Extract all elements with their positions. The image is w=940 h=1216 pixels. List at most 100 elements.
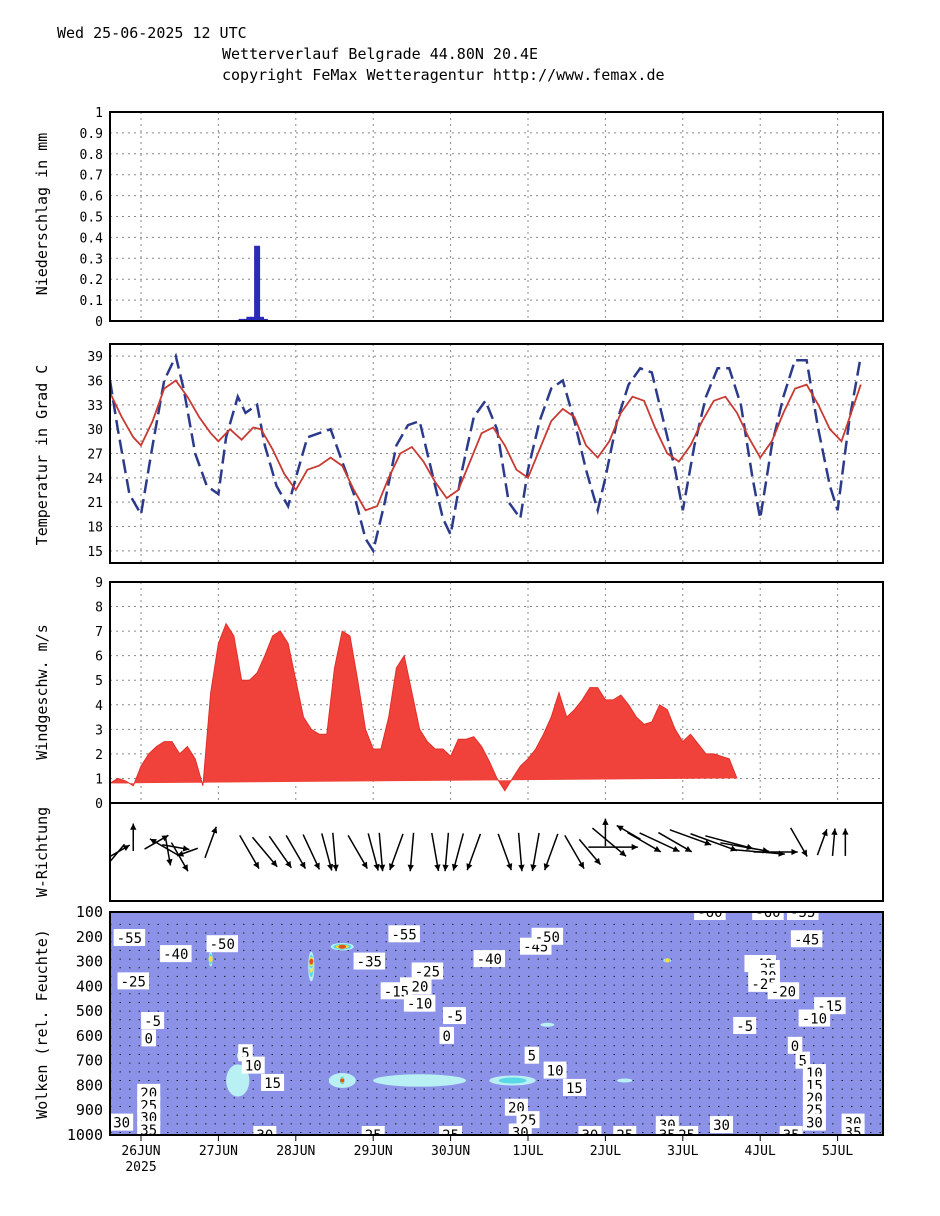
- y-tick-label: 0.3: [80, 252, 103, 267]
- x-tick-label: 2JUL: [590, 1144, 621, 1159]
- panel-frame: [109, 911, 884, 1136]
- y-tick-label: 39: [87, 350, 103, 365]
- wind-arrow-head: [130, 823, 137, 830]
- wind-arrow: [690, 833, 738, 852]
- wind-arrow-head: [434, 864, 441, 871]
- wind-arrow-head: [791, 848, 798, 856]
- wind-arrow-head: [299, 861, 306, 869]
- y-tick-label: 0.2: [80, 273, 103, 288]
- contour-label-bg: [261, 1073, 285, 1091]
- contour-label-bg: [675, 1126, 699, 1135]
- contour-label-bg: [562, 1078, 586, 1096]
- contour-label-bg: [403, 994, 436, 1012]
- precip-bar: [246, 316, 253, 321]
- precip-bar: [250, 316, 257, 321]
- contour-label-bg: [543, 1061, 567, 1079]
- y-tick-label: 0: [95, 315, 103, 330]
- wind-arrow-head: [373, 863, 380, 871]
- contour-label: -5: [144, 1014, 161, 1030]
- temp-mean-line: [110, 379, 862, 512]
- contour-label-bg: [137, 1121, 161, 1135]
- cloud-blob: [540, 1022, 555, 1027]
- contour-label-bg: [710, 1116, 733, 1134]
- contour-label: 0: [443, 1029, 451, 1045]
- contour-label-bg: [117, 972, 150, 990]
- contour-label: -5: [736, 1019, 753, 1035]
- wind-arrow-head: [616, 825, 624, 832]
- x-tick-label: 26JUN: [121, 1144, 160, 1159]
- contour-label: 25: [616, 1128, 633, 1144]
- wind-arrow-head: [211, 826, 218, 834]
- contour-label-bg: [802, 1113, 826, 1131]
- wind-arrow-head: [177, 850, 185, 857]
- contour-label-bg: [767, 982, 800, 1000]
- wind-arrow-head: [631, 843, 638, 851]
- wind-arrow-head: [442, 864, 449, 872]
- y-tick-label: 900: [76, 1101, 103, 1119]
- y-tick-label: 300: [76, 953, 103, 971]
- contour-label: -60: [697, 905, 722, 921]
- contour-label-bg: [578, 1126, 602, 1135]
- y-tick-label: 15: [87, 545, 103, 560]
- contour-label: -55: [117, 931, 142, 947]
- wind-arrow-head: [103, 863, 109, 870]
- y-tick-label: 1: [95, 106, 103, 121]
- contour-label-bg: [473, 950, 506, 968]
- y-tick-label: 0.6: [80, 190, 103, 205]
- contour-label-bg: [160, 945, 192, 963]
- wind-arrow: [517, 832, 523, 872]
- wind-arrow-head: [842, 828, 849, 835]
- wind-arrow-head: [602, 818, 609, 825]
- contour-label: -50: [210, 937, 235, 953]
- contour-label-bg: [141, 1029, 156, 1047]
- wind-arrow-head: [619, 849, 627, 857]
- wind-direction-panel: [103, 802, 884, 902]
- wind-arrow-head: [122, 845, 130, 851]
- wind-arrow-head: [518, 864, 525, 872]
- x-axis: 26JUN 27JUN 28JUN 29JUN 30JUN 1JUL 2JUL 3JUL 4JU…: [121, 1135, 853, 1175]
- contour-label: 10: [547, 1064, 564, 1080]
- wind-arrow-head: [653, 845, 661, 852]
- wind-arrow-head: [466, 863, 473, 871]
- wind-arrow: [591, 827, 627, 857]
- wind-arrow: [367, 833, 379, 871]
- contour-label-bg: [790, 930, 823, 948]
- x-tick-label: 3JUL: [667, 1144, 698, 1159]
- wind-speed-band: [110, 622, 738, 792]
- chart-title: Wetterverlauf Belgrade 44.80N 20.4E: [222, 45, 538, 63]
- wind-arrow-head: [801, 849, 808, 857]
- contour-label-bg: [388, 925, 420, 943]
- run-time: Wed 25-06-2025 12 UTC: [57, 24, 247, 42]
- contour-label: -55: [790, 905, 815, 921]
- wind-speed-panel: 0 1 2 3 4 5 6 7 8 9: [95, 576, 884, 812]
- wind-arrow: [497, 833, 513, 871]
- y-tick-label: 1: [95, 772, 103, 787]
- contour-label-bg: [752, 912, 784, 920]
- contour-label: 0: [145, 1031, 153, 1047]
- contour-label-bg: [694, 912, 726, 920]
- wind-arrow-head: [594, 857, 601, 865]
- wind-arrow-head: [270, 859, 278, 867]
- wind-arrow-head: [831, 828, 838, 835]
- contour-label: 30: [581, 1128, 598, 1144]
- wind-arrow: [639, 832, 680, 853]
- y-tick-label: 0.1: [80, 294, 103, 309]
- wind-arrow: [332, 832, 337, 872]
- wind-arrow-head: [313, 862, 320, 870]
- y-tick-label: 700: [76, 1052, 103, 1070]
- wind-arrow: [409, 832, 415, 872]
- wind-arrow: [251, 836, 278, 868]
- precip-bar: [242, 318, 249, 321]
- contour-label: -55: [392, 927, 417, 943]
- wind-arrow-head: [730, 845, 738, 852]
- contour-label-bg: [841, 1123, 865, 1135]
- contour-label-bg: [442, 1007, 466, 1025]
- contour-label: 35: [659, 1128, 676, 1144]
- wind-arrow-head: [332, 864, 339, 872]
- contour-label: -15: [384, 984, 409, 1000]
- wind-arrow-head: [578, 861, 585, 869]
- contour-label-bg: [353, 952, 386, 970]
- y-tick-label: 200: [76, 928, 103, 946]
- contour-label-bg: [613, 1126, 637, 1135]
